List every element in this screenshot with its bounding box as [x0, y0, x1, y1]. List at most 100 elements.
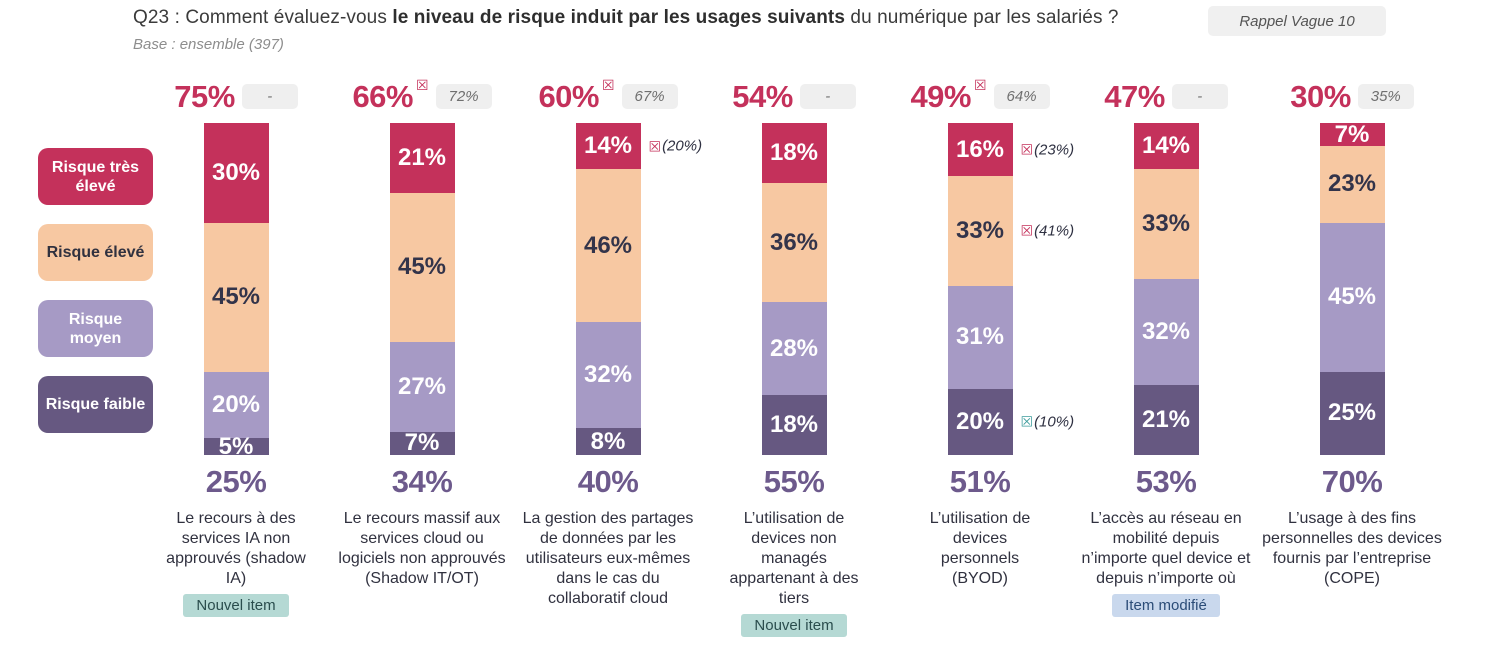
trend-down-icon: ☒	[973, 77, 987, 93]
previous-wave-annotation: ☒ (41%)	[1021, 222, 1075, 239]
current-wave-total: 54%	[732, 78, 793, 114]
title-suffix: du numérique par les salariés ?	[845, 7, 1119, 28]
title-prefix: Q23 : Comment évaluez-vous	[133, 7, 393, 28]
previous-wave-value: (20%)	[662, 137, 703, 155]
segment-risque-tres-eleve: 14% ☒ (20%)	[575, 123, 702, 170]
stacked-bar: 30% 45% 20% 5%	[203, 123, 269, 458]
legend-item-risque-faible: Risque faible	[38, 376, 153, 433]
segment-risque-tres-eleve: 16% ☒ (23%)	[947, 123, 1074, 177]
bar-column: 75% - 30% 45% 20% 5% 25% Le recours à de…	[143, 70, 329, 637]
category-label: L’accès au réseau en mobilité depuis n’i…	[1081, 510, 1251, 587]
category-label: L’usage à des fins personnelles des devi…	[1262, 510, 1442, 587]
bar-column: 54% - 18% 36% 28% 18% 55% L’utilisation …	[701, 70, 887, 637]
stacked-bar: 16% ☒ (23%) 33% ☒ (41%) 31% 20% ☒ (10%)	[947, 123, 1074, 455]
bottom-total: 51%	[949, 464, 1011, 499]
segment-risque-faible: 8%	[575, 428, 641, 455]
segment-risque-moyen: 32%	[575, 322, 641, 429]
wave10-recall-value: 72%	[435, 84, 492, 109]
segment-risque-moyen: 31%	[947, 285, 1013, 389]
current-wave-total: 60%	[538, 78, 599, 114]
segment-risque-faible: 5%	[203, 434, 269, 458]
segment-risque-eleve: 45%	[389, 192, 455, 343]
previous-wave-value: (23%)	[1034, 141, 1075, 159]
new-item-badge: Nouvel item	[741, 614, 847, 637]
previous-wave-annotation: ☒ (20%)	[649, 138, 703, 155]
bar-column: 66% ☒ 72% 21% 45% 27% 7% 34% Le recours …	[329, 70, 515, 637]
top-total-row: 49% ☒ 64%	[910, 70, 1050, 123]
segment-value: 36%	[769, 228, 819, 256]
trend-down-icon: ☒	[601, 77, 615, 93]
segment-value: 16%	[955, 135, 1005, 163]
top-total-row: 54% -	[732, 70, 856, 123]
segment-risque-eleve: 36%	[761, 182, 827, 303]
category-label: Le recours massif aux services cloud ou …	[338, 510, 506, 587]
trend-down-icon: ☒	[648, 138, 662, 155]
category-label: Le recours à des services IA non approuv…	[166, 510, 306, 587]
segment-value: 18%	[769, 138, 819, 166]
trend-down-icon: ☒	[1020, 141, 1034, 158]
wave10-recall-value: -	[241, 84, 298, 109]
segment-value: 28%	[769, 334, 819, 362]
previous-wave-annotation: ☒ (10%)	[1021, 413, 1075, 430]
segment-value: 45%	[1327, 283, 1377, 311]
segment-value: 18%	[769, 411, 819, 439]
base-note: Base : ensemble (397)	[133, 36, 284, 53]
segment-value: 5%	[218, 432, 254, 460]
segment-risque-moyen: 20%	[203, 371, 269, 439]
wave10-recall-value: -	[1171, 84, 1228, 109]
segment-risque-tres-eleve: 30%	[203, 123, 269, 223]
segment-value: 20%	[211, 391, 261, 419]
previous-wave-annotation: ☒ (23%)	[1021, 141, 1075, 158]
segment-risque-moyen: 28%	[761, 302, 827, 396]
current-wave-total: 66%	[352, 78, 413, 114]
segment-value: 31%	[955, 323, 1005, 351]
trend-down-icon: ☒	[1020, 222, 1034, 239]
stacked-bar: 14% 33% 32% 21%	[1133, 123, 1199, 455]
segment-value: 27%	[397, 372, 447, 400]
top-total-row: 60% ☒ 67%	[538, 70, 678, 123]
modified-item-badge: Item modifié	[1112, 594, 1220, 617]
segment-risque-tres-eleve: 18%	[761, 123, 827, 183]
segment-value: 14%	[1141, 132, 1191, 160]
new-item-badge: Nouvel item	[183, 594, 289, 617]
segment-value: 32%	[583, 361, 633, 389]
segment-value: 45%	[397, 253, 447, 281]
top-total-row: 75% -	[174, 70, 298, 123]
bar-column: 47% - 14% 33% 32% 21% 53% L’accès au rés…	[1073, 70, 1259, 637]
segment-risque-eleve: 33% ☒ (41%)	[947, 176, 1074, 286]
segment-risque-tres-eleve: 21%	[389, 123, 455, 193]
wave10-recall-value: 64%	[993, 84, 1050, 109]
category-label: L’utilisation de devices non managés app…	[729, 510, 859, 607]
segment-value: 21%	[1141, 406, 1191, 434]
top-total-row: 30% 35%	[1290, 70, 1414, 123]
current-wave-total: 47%	[1104, 78, 1165, 114]
category-label: L’utilisation de devices personnels (BYO…	[929, 510, 1031, 587]
segment-value: 32%	[1141, 318, 1191, 346]
bottom-total: 53%	[1135, 464, 1197, 499]
previous-wave-value: (41%)	[1034, 222, 1075, 240]
bar-column: 49% ☒ 64% 16% ☒ (23%) 33% ☒ (41%) 31% 20% …	[887, 70, 1074, 637]
bottom-total: 70%	[1321, 464, 1383, 499]
segment-risque-moyen: 45%	[1319, 222, 1385, 372]
current-wave-total: 75%	[174, 78, 235, 114]
wave10-recall-value: 67%	[621, 84, 678, 109]
bottom-total: 34%	[391, 464, 453, 499]
bar-column: 30% 35% 7% 23% 45% 25% 70% L’usage à des…	[1259, 70, 1445, 637]
segment-risque-faible: 20% ☒ (10%)	[947, 388, 1074, 455]
segment-risque-eleve: 45%	[203, 222, 269, 372]
legend: Risque très élevé Risque élevé Risque mo…	[38, 148, 153, 433]
segment-risque-tres-eleve: 14%	[1133, 123, 1199, 170]
segment-value: 23%	[1327, 170, 1377, 198]
stacked-bar: 18% 36% 28% 18%	[761, 123, 827, 455]
segment-value: 45%	[211, 283, 261, 311]
segment-risque-tres-eleve: 7%	[1319, 122, 1385, 147]
segment-value: 25%	[1327, 399, 1377, 427]
segment-risque-eleve: 46%	[575, 169, 641, 323]
bar-column: 60% ☒ 67% 14% ☒ (20%) 46% 32% 8% 40% La g…	[515, 70, 702, 637]
segment-value: 30%	[211, 158, 261, 186]
segment-value: 20%	[955, 407, 1005, 435]
segment-risque-eleve: 33%	[1133, 169, 1199, 280]
category-label: La gestion des partages de données par l…	[522, 510, 694, 607]
segment-risque-moyen: 27%	[389, 342, 455, 432]
